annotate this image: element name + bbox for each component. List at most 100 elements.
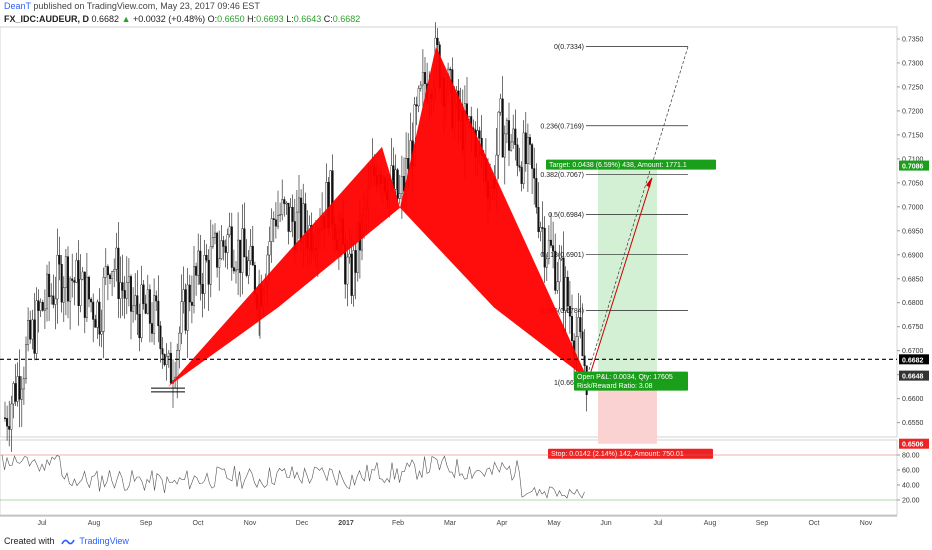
target-badge-bg bbox=[546, 159, 716, 170]
candle-body bbox=[251, 245, 254, 266]
candle-body bbox=[300, 197, 303, 242]
candle-body bbox=[43, 308, 46, 311]
price-tick-label: 0.6900 bbox=[902, 252, 924, 259]
candle-body bbox=[245, 256, 248, 276]
candle-body bbox=[108, 274, 111, 279]
time-tick-label: 2017 bbox=[338, 520, 354, 527]
candle-body bbox=[415, 104, 418, 107]
time-tick-label: Sep bbox=[756, 520, 769, 527]
candle-body bbox=[12, 383, 15, 405]
last-price: 0.6682 bbox=[91, 14, 120, 24]
price-tick-label: 0.6800 bbox=[902, 300, 924, 307]
symbol-label[interactable]: FX_IDC:AUDEUR, D bbox=[4, 14, 90, 24]
candle-body bbox=[531, 144, 534, 169]
candle-body bbox=[117, 247, 120, 299]
candle-body bbox=[558, 258, 561, 283]
candle-body bbox=[33, 319, 36, 354]
rsi-tick-label: 80.00 bbox=[902, 453, 920, 460]
candle-body bbox=[554, 250, 557, 291]
tradingview-brand-link[interactable]: TradingView bbox=[79, 536, 129, 546]
price-change: +0.0032 (+0.48%) bbox=[133, 14, 206, 24]
projection-arrow bbox=[589, 177, 653, 375]
time-tick-label: Feb bbox=[392, 520, 404, 527]
candle-body bbox=[518, 165, 521, 168]
price-tick-label: 0.7350 bbox=[902, 36, 924, 43]
candle-body bbox=[161, 348, 164, 355]
price-tick-label: 0.6850 bbox=[902, 276, 924, 283]
price-marker-bg bbox=[899, 370, 929, 381]
candle-body bbox=[52, 295, 55, 305]
candle-body bbox=[449, 68, 452, 71]
candle-body bbox=[352, 250, 355, 296]
rsi-tick-label: 20.00 bbox=[902, 498, 920, 505]
time-tick-label: Nov bbox=[860, 520, 873, 527]
candle-body bbox=[66, 256, 69, 302]
candle-body bbox=[98, 301, 101, 335]
price-tick-label: 0.7150 bbox=[902, 132, 924, 139]
candle-body bbox=[75, 260, 78, 283]
candle-body bbox=[287, 202, 290, 232]
candle-body bbox=[127, 276, 130, 283]
candle-body bbox=[100, 331, 103, 335]
time-tick-label: Jul bbox=[38, 520, 47, 527]
candle-body bbox=[41, 302, 44, 311]
candle-body bbox=[123, 290, 126, 299]
candle-body bbox=[39, 302, 42, 311]
time-tick-label: Mar bbox=[444, 520, 457, 527]
candle-body bbox=[73, 280, 76, 283]
candle-body bbox=[188, 284, 191, 303]
candle-body bbox=[547, 239, 550, 260]
candle-body bbox=[522, 132, 525, 184]
candle-body bbox=[37, 300, 40, 311]
publish-info: published on TradingView.com, May 23, 20… bbox=[33, 1, 260, 11]
rsi-tick-label: 40.00 bbox=[902, 483, 920, 490]
candle-body bbox=[218, 258, 221, 268]
price-marker-label: 0.7086 bbox=[902, 164, 924, 171]
candle-body bbox=[583, 355, 586, 366]
candle-body bbox=[113, 269, 116, 272]
candle-body bbox=[552, 245, 555, 252]
candle-body bbox=[562, 257, 565, 311]
candle-body bbox=[138, 314, 141, 339]
candle-body bbox=[94, 319, 97, 328]
candle-body bbox=[150, 323, 153, 334]
candle-body bbox=[157, 300, 160, 327]
candle-body bbox=[526, 137, 529, 165]
author-link[interactable]: DeanT bbox=[4, 1, 31, 11]
candle-body bbox=[81, 271, 84, 280]
price-tick-label: 0.7300 bbox=[902, 60, 924, 67]
candle-body bbox=[192, 266, 195, 306]
candle-body bbox=[195, 266, 198, 276]
candle-body bbox=[50, 295, 53, 298]
candle-body bbox=[524, 132, 527, 165]
open-pnl-badge-bg bbox=[574, 371, 688, 382]
candle-body bbox=[268, 241, 271, 256]
price-tick-label: 0.6550 bbox=[902, 420, 924, 427]
open-value: 0.6650 bbox=[217, 14, 245, 24]
candle-body bbox=[79, 278, 82, 306]
target-badge: Target: 0.0438 (6.59%) 438, Amount: 1771… bbox=[549, 162, 687, 169]
candle-body bbox=[579, 317, 582, 332]
candle-body bbox=[545, 258, 548, 268]
candle-body bbox=[577, 317, 580, 337]
candle-body bbox=[54, 298, 57, 305]
price-tick-label: 0.6600 bbox=[902, 396, 924, 403]
stop-badge-bg bbox=[548, 448, 713, 459]
candle-body bbox=[419, 84, 422, 89]
candle-body bbox=[499, 98, 502, 113]
candle-body bbox=[237, 239, 240, 271]
price-tick-label: 0.7100 bbox=[902, 156, 924, 163]
candle-body bbox=[216, 232, 219, 268]
candle-body bbox=[90, 298, 93, 303]
price-chart[interactable]: 0.73500.73000.72500.72000.71500.71000.70… bbox=[0, 0, 932, 532]
candle-body bbox=[560, 257, 563, 260]
candle-body bbox=[501, 98, 504, 158]
fib-level-label: 0.5(0.6984) bbox=[548, 212, 584, 219]
candle-body bbox=[512, 128, 515, 143]
candle-body bbox=[27, 320, 30, 345]
candle-body bbox=[190, 301, 193, 306]
time-tick-label: May bbox=[547, 520, 561, 527]
candle-body bbox=[478, 130, 481, 139]
candle-body bbox=[568, 306, 571, 317]
candle-body bbox=[508, 120, 511, 151]
